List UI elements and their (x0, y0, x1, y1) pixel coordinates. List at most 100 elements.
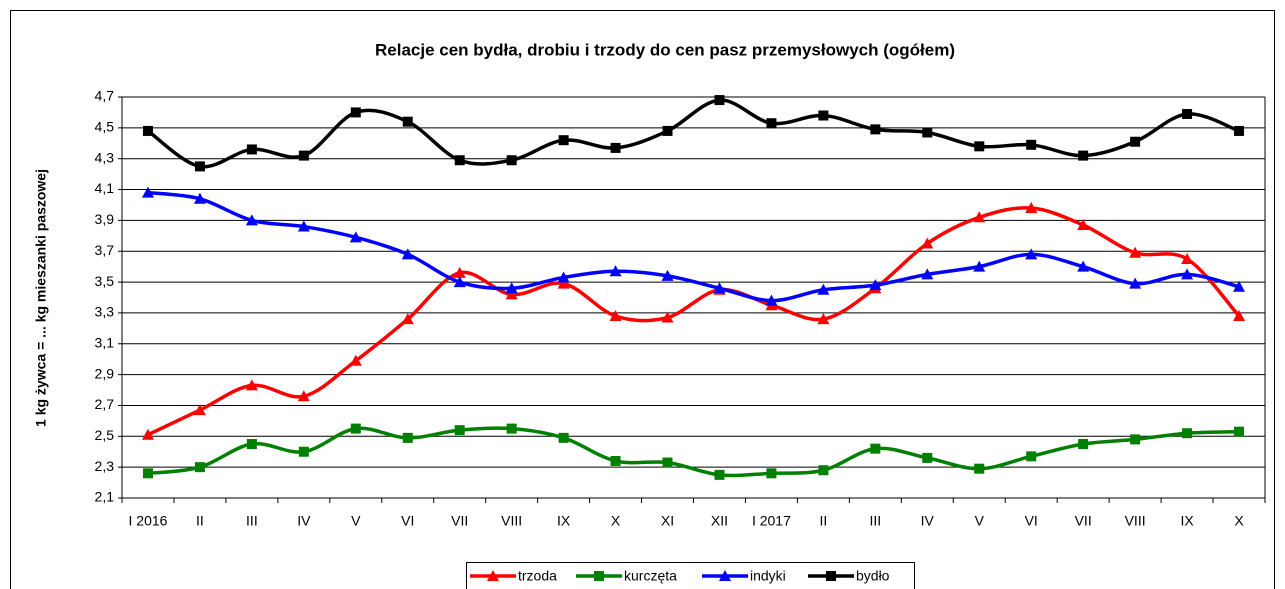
data-point (558, 135, 569, 146)
x-tick-label: I 2016 (129, 513, 168, 529)
x-tick-label: VII (451, 513, 468, 529)
y-tick-label: 3,7 (95, 242, 115, 258)
legend-marker (594, 571, 604, 581)
data-point (1078, 439, 1089, 450)
data-point (506, 155, 517, 166)
data-point (245, 214, 258, 226)
x-tick-label: II (819, 513, 827, 529)
data-point (453, 276, 466, 288)
data-point (1130, 434, 1141, 445)
x-tick-label: VIII (501, 513, 522, 529)
data-point (818, 465, 829, 476)
data-point (141, 428, 154, 440)
data-point (610, 142, 621, 153)
x-tick-label: XII (711, 513, 728, 529)
legend-label: kurczęta (624, 568, 677, 584)
y-tick-label: 3,1 (95, 334, 115, 350)
data-point (245, 379, 258, 391)
data-point (817, 313, 830, 325)
data-point (921, 237, 934, 249)
y-tick-label: 3,5 (95, 273, 115, 289)
data-point (766, 468, 777, 479)
data-point (298, 150, 309, 161)
data-point (973, 211, 986, 223)
legend-marker (487, 570, 499, 581)
data-point (1077, 219, 1090, 231)
y-tick-label: 2,1 (95, 489, 115, 505)
x-tick-label: IX (1180, 513, 1194, 529)
data-point (1234, 426, 1245, 437)
chart-title: Relacje cen bydła, drobiu i trzody do ce… (375, 40, 955, 59)
data-point (766, 118, 777, 129)
y-tick-label: 4,7 (95, 88, 115, 104)
data-point (141, 186, 154, 198)
data-point (349, 354, 362, 366)
data-point (1026, 451, 1037, 462)
data-point (870, 443, 881, 454)
data-point (662, 457, 673, 468)
x-tick-label: IV (297, 513, 311, 529)
data-point (1078, 150, 1089, 161)
x-tick-label: X (1234, 513, 1244, 529)
data-point (713, 282, 726, 294)
data-point (246, 439, 257, 450)
x-tick-label: IX (557, 513, 571, 529)
data-point (557, 277, 570, 289)
data-point (1233, 280, 1246, 292)
data-point (765, 294, 778, 306)
x-tick-label: V (975, 513, 985, 529)
data-point (974, 463, 985, 474)
y-tick-label: 2,7 (95, 396, 115, 412)
data-point (1233, 310, 1246, 322)
x-tick-label: II (196, 513, 204, 529)
data-point (1234, 125, 1245, 136)
data-point (818, 110, 829, 121)
data-point (974, 141, 985, 152)
data-point (142, 125, 153, 136)
y-tick-label: 2,5 (95, 427, 115, 443)
data-point (1025, 202, 1038, 214)
y-tick-label: 3,3 (95, 304, 115, 320)
frame (10, 10, 1275, 589)
data-point (1025, 248, 1038, 260)
x-tick-label: I 2017 (752, 513, 791, 529)
x-tick-label: V (351, 513, 361, 529)
series-line (147, 206, 1241, 437)
data-point (610, 455, 621, 466)
data-point (193, 192, 206, 204)
data-point (557, 271, 570, 283)
data-point (714, 95, 725, 106)
x-tick-label: VI (1025, 513, 1038, 529)
data-point (922, 127, 933, 138)
data-point (1026, 139, 1037, 150)
data-point (246, 144, 257, 155)
data-point (1130, 136, 1141, 147)
data-point (349, 231, 362, 243)
data-point (454, 155, 465, 166)
data-point (350, 423, 361, 434)
data-point (453, 266, 466, 278)
data-point (870, 124, 881, 135)
series-line (146, 98, 1240, 169)
data-point (297, 390, 310, 402)
legend-marker (826, 571, 836, 581)
data-point (194, 161, 205, 172)
y-tick-label: 4,1 (95, 180, 115, 196)
data-point (1181, 252, 1194, 264)
x-tick-label: XI (661, 513, 674, 529)
legend-label: indyki (750, 568, 786, 584)
x-tick-label: IV (921, 513, 935, 529)
data-point (1129, 277, 1142, 289)
data-point (661, 269, 674, 281)
data-point (297, 220, 310, 232)
legend-marker (719, 570, 731, 581)
data-point (401, 313, 414, 325)
data-point (1129, 246, 1142, 258)
data-point (402, 116, 413, 127)
y-tick-label: 3,9 (95, 211, 115, 227)
data-point (505, 282, 518, 294)
data-point (1182, 108, 1193, 119)
y-tick-label: 4,3 (95, 149, 115, 165)
data-point (350, 107, 361, 118)
